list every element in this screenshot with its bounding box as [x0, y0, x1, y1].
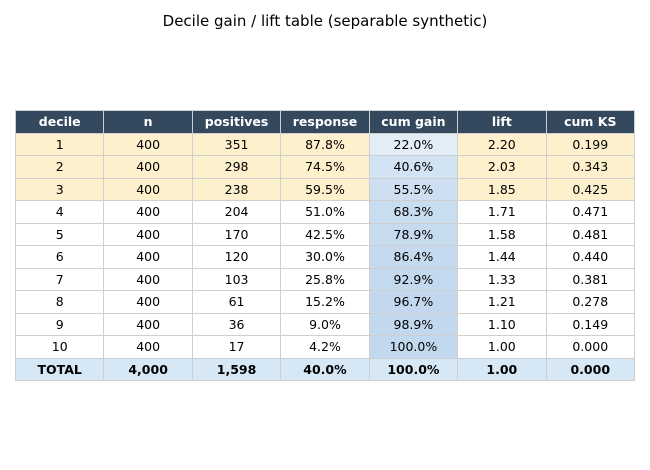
cell-decile: 7: [14, 267, 105, 291]
table-row: 5 400 170 42.5% 78.9% 1.58 0.481: [14, 222, 636, 246]
cell-n: 400: [103, 155, 193, 179]
cell-positives: 204: [191, 200, 282, 224]
cell-n: 400: [103, 267, 193, 291]
column-header: n: [103, 110, 193, 134]
cell-cum-gain: 22.0%: [368, 132, 459, 156]
cell-positives: 170: [191, 222, 282, 246]
cell-decile: 2: [14, 155, 105, 179]
cell-positives: 103: [191, 267, 282, 291]
table-row: 10 400 17 4.2% 100.0% 1.00 0.000: [14, 335, 636, 359]
cell-cum-KS: 0.199: [545, 132, 636, 156]
cell-positives: 120: [191, 245, 282, 269]
cell-response: 25.8%: [280, 267, 370, 291]
table-title: Decile gain / lift table (separable synt…: [162, 12, 488, 30]
cell-n: 400: [103, 312, 193, 336]
cell-positives: 61: [191, 290, 282, 314]
cell-decile: 3: [14, 177, 105, 201]
cell-positives: 298: [191, 155, 282, 179]
cell-cum-KS: 0.440: [545, 245, 636, 269]
cell-lift: 1.58: [457, 222, 547, 246]
cell-n: 400: [103, 335, 193, 359]
cell-cum-KS: 0.278: [545, 290, 636, 314]
cell-lift: 1.33: [457, 267, 547, 291]
cell-cum-KS: 0.149: [545, 312, 636, 336]
table-row: 9 400 36 9.0% 98.9% 1.10 0.149: [14, 312, 636, 336]
cell-lift: 1.00: [457, 335, 547, 359]
cell-cum-KS: 0.343: [545, 155, 636, 179]
column-header: cum gain: [368, 110, 459, 134]
cell-lift: 1.71: [457, 200, 547, 224]
cell-response: 9.0%: [280, 312, 370, 336]
cell-cum-gain: 92.9%: [368, 267, 459, 291]
total-cell: 40.0%: [280, 357, 370, 381]
cell-decile: 1: [14, 132, 105, 156]
cell-response: 59.5%: [280, 177, 370, 201]
cell-cum-gain: 78.9%: [368, 222, 459, 246]
cell-cum-KS: 0.000: [545, 335, 636, 359]
cell-decile: 6: [14, 245, 105, 269]
cell-positives: 351: [191, 132, 282, 156]
cell-decile: 9: [14, 312, 105, 336]
cell-cum-KS: 0.481: [545, 222, 636, 246]
header-row: decile n positives response cum gain lift cum …: [14, 110, 636, 134]
cell-response: 4.2%: [280, 335, 370, 359]
total-cell: 0.000: [545, 357, 636, 381]
cell-response: 51.0%: [280, 200, 370, 224]
cell-lift: 2.03: [457, 155, 547, 179]
table-row: 3 400 238 59.5% 55.5% 1.85 0.425: [14, 177, 636, 201]
column-header: positives: [191, 110, 282, 134]
cell-cum-gain: 68.3%: [368, 200, 459, 224]
cell-cum-gain: 96.7%: [368, 290, 459, 314]
total-row: TOTAL 4,000 1,598 40.0% 100.0% 1.00 0.000: [14, 357, 636, 381]
total-cell: 1,598: [191, 357, 282, 381]
cell-positives: 238: [191, 177, 282, 201]
cell-positives: 17: [191, 335, 282, 359]
cell-cum-KS: 0.381: [545, 267, 636, 291]
table-row: 1 400 351 87.8% 22.0% 2.20 0.199: [14, 132, 636, 156]
cell-response: 15.2%: [280, 290, 370, 314]
cell-lift: 1.10: [457, 312, 547, 336]
cell-cum-gain: 100.0%: [368, 335, 459, 359]
cell-lift: 1.85: [457, 177, 547, 201]
cell-n: 400: [103, 290, 193, 314]
cell-cum-KS: 0.425: [545, 177, 636, 201]
cell-n: 400: [103, 222, 193, 246]
cell-response: 30.0%: [280, 245, 370, 269]
cell-n: 400: [103, 200, 193, 224]
cell-lift: 1.21: [457, 290, 547, 314]
total-cell: 1.00: [457, 357, 547, 381]
table-row: 4 400 204 51.0% 68.3% 1.71 0.471: [14, 200, 636, 224]
cell-positives: 36: [191, 312, 282, 336]
cell-n: 400: [103, 177, 193, 201]
cell-cum-gain: 55.5%: [368, 177, 459, 201]
cell-response: 74.5%: [280, 155, 370, 179]
total-cell: 100.0%: [368, 357, 459, 381]
cell-cum-KS: 0.471: [545, 200, 636, 224]
table-row: 8 400 61 15.2% 96.7% 1.21 0.278: [14, 290, 636, 314]
cell-decile: 5: [14, 222, 105, 246]
table-row: 7 400 103 25.8% 92.9% 1.33 0.381: [14, 267, 636, 291]
cell-response: 87.8%: [280, 132, 370, 156]
cell-cum-gain: 86.4%: [368, 245, 459, 269]
table-row: 6 400 120 30.0% 86.4% 1.44 0.440: [14, 245, 636, 269]
column-header: decile: [14, 110, 105, 134]
cell-decile: 8: [14, 290, 105, 314]
total-cell: 4,000: [103, 357, 193, 381]
cell-lift: 2.20: [457, 132, 547, 156]
cell-n: 400: [103, 245, 193, 269]
cell-response: 42.5%: [280, 222, 370, 246]
cell-decile: 10: [14, 335, 105, 359]
cell-decile: 4: [14, 200, 105, 224]
column-header: cum KS: [545, 110, 636, 134]
column-header: response: [280, 110, 370, 134]
table-row: 2 400 298 74.5% 40.6% 2.03 0.343: [14, 155, 636, 179]
total-cell: TOTAL: [14, 357, 105, 381]
gain-lift-table: decile n positives response cum gain lift cum …: [14, 110, 636, 381]
cell-cum-gain: 98.9%: [368, 312, 459, 336]
table-body: 1 400 351 87.8% 22.0% 2.20 0.199 2 400 298 74.5% 40…: [14, 132, 636, 381]
column-header: lift: [457, 110, 547, 134]
cell-cum-gain: 40.6%: [368, 155, 459, 179]
cell-lift: 1.44: [457, 245, 547, 269]
cell-n: 400: [103, 132, 193, 156]
